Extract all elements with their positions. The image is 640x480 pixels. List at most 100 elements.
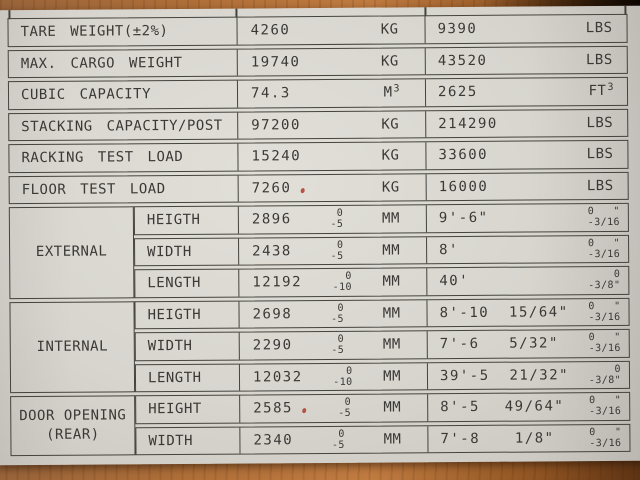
imperial-cell: 8' 0 " -3/16 [426,235,629,264]
table-row: HEIGTH 2896 0 -5 MM 9'-6" 0 " -3/16 [133,202,629,235]
row-label: LENGTH [136,364,239,391]
imperial-tolerance: 0 " -3/16 [589,395,621,417]
group-label-internal: INTERNAL [9,300,136,394]
metric-tolerance: 0 -10 [333,271,352,293]
row-label: HEIGHT [136,396,239,423]
imperial-cell: 39'-5 21/32" 0 -3/8" [426,361,630,390]
imperial-tolerance: 0 " -3/16 [588,206,620,228]
metric-unit: MM [382,211,400,227]
tolerance-lower: -5 [331,313,344,325]
metric-unit: MM [382,242,400,258]
unit-text: KG [380,21,399,38]
tolerance-upper: 0 [614,363,621,375]
tolerance-upper: 0 [337,334,345,346]
metric-tolerance: 0 -5 [331,240,344,262]
imperial-value: 43520 [437,52,488,69]
tolerance-upper: 0 " [587,237,621,249]
table-continuation-stub [8,10,11,20]
tolerance-upper: 0 " [588,332,621,344]
imperial-unit: FT3 [589,82,614,99]
metric-cell: 2438 0 -5 MM [238,236,427,265]
unit-text: LBS [586,114,614,131]
table-row: LENGTH 12192 0 -10 MM 40' 0 -3/8" [134,265,630,298]
tolerance-upper: 0 [344,397,352,409]
imperial-cell: 33600 LBS [425,140,628,169]
table-row: CUBIC CAPACITY 74.3 M3 2625 FT3 [7,76,629,110]
unit-superscript: 3 [607,82,614,94]
tolerance-lower: -5 [331,439,345,451]
metric-unit: M3 [383,84,400,101]
metric-value: 97200 [251,116,301,134]
group-label-line: EXTERNAL [35,243,108,261]
metric-unit: MM [382,274,400,290]
metric-tolerance: 0 -10 [333,366,352,388]
table-row: FLOOR TEST LOAD 7260 KG 16000 LBS [8,171,629,205]
imperial-tolerance: 0 " -3/16 [589,332,621,354]
tolerance-lower: -5 [331,345,345,357]
tolerance-upper: 0 " [587,206,620,218]
row-label-text: STACKING CAPACITY/POST [21,117,223,135]
imperial-tolerance: 0 " -3/16 [589,427,621,449]
tolerance-lower: -3/16 [587,248,621,260]
tolerance-lower: -3/16 [589,406,622,418]
row-label-text: WIDTH [147,243,192,260]
metric-value: 2585 [253,400,293,417]
row-label-text: HEIGTH [147,306,202,323]
metric-unit: MM [383,337,401,353]
metric-cell: 2585 0 -5 MM [239,394,428,423]
tolerance-lower: -3/8" [588,280,621,292]
metric-unit: KG [382,179,400,195]
unit-text: MM [382,336,401,353]
table-continuation-stub [624,5,627,15]
row-label-text: FLOOR TEST LOAD [21,180,166,198]
metric-unit: MM [383,400,401,416]
row-label-text: WIDTH [147,338,193,355]
group-label-external: EXTERNAL [8,206,135,299]
group-label-line: (REAR) [46,426,100,443]
group-label-door-opening: DOOR OPENING (REAR) [10,395,136,457]
imperial-value: 9390 [437,21,478,38]
row-label-text: TARE WEIGHT(±2%) [20,23,169,41]
imperial-fraction: 21/32" [509,367,570,384]
tolerance-upper: 0 " [589,426,622,438]
metric-cell: 2896 0 -5 MM [237,205,426,234]
metric-value: 2698 [252,305,293,323]
unit-text: KG [380,53,399,70]
metric-cell: 2340 0 -5 MM [239,425,428,454]
tolerance-upper: 0 [345,271,352,283]
metric-tolerance: 0 -5 [331,303,344,325]
unit-text: LBS [585,51,613,68]
imperial-cell: 2625 FT3 [424,77,628,106]
metric-value: 74.3 [250,85,291,102]
red-speck [300,187,305,193]
tolerance-upper: 0 [336,239,344,251]
metric-unit: MM [383,305,401,321]
row-label-text: LENGTH [147,275,201,292]
row-label: WIDTH [135,238,238,265]
row-label: TARE WEIGHT(±2%) [8,18,236,46]
imperial-cell: 8'-10 15/64" 0 " -3/16 [426,298,629,327]
unit-text: MM [383,399,402,416]
table-row: WIDTH 2438 0 -5 MM 8' 0 " -3/16 [134,234,630,267]
metric-cell: 7260 KG [237,173,426,202]
imperial-cell: 7'-8 1/8" 0 " -3/16 [427,424,630,453]
table-row: RACKING TEST LOAD 15240 KG 33600 LBS [8,139,629,173]
tolerance-lower: -10 [332,282,352,294]
imperial-value: 8' [439,241,460,258]
imperial-cell: 43520 LBS [424,46,627,75]
tolerance-lower: -3/16 [588,343,621,355]
metric-value: 4260 [250,22,291,39]
unit-text: MM [382,242,401,259]
imperial-value: 39'-5 [439,367,490,384]
tolerance-lower: -3/8" [588,374,622,386]
imperial-value: 9'-6" [438,210,489,227]
metric-tolerance: 0 -5 [330,208,343,230]
table-row: WIDTH 2340 0 -5 MM 7'-8 1/8" 0 " -3/16 [135,423,631,456]
tolerance-lower: -10 [333,376,353,388]
row-label-text: RACKING TEST LOAD [21,149,184,167]
imperial-fraction: 15/64" [508,304,569,321]
row-label-text: WIDTH [148,432,194,449]
paper-sheet: TARE WEIGHT(±2%) 4260 KG 9390 LBS MAX. CARGO … [0,5,640,466]
metric-value: 19740 [250,53,301,71]
